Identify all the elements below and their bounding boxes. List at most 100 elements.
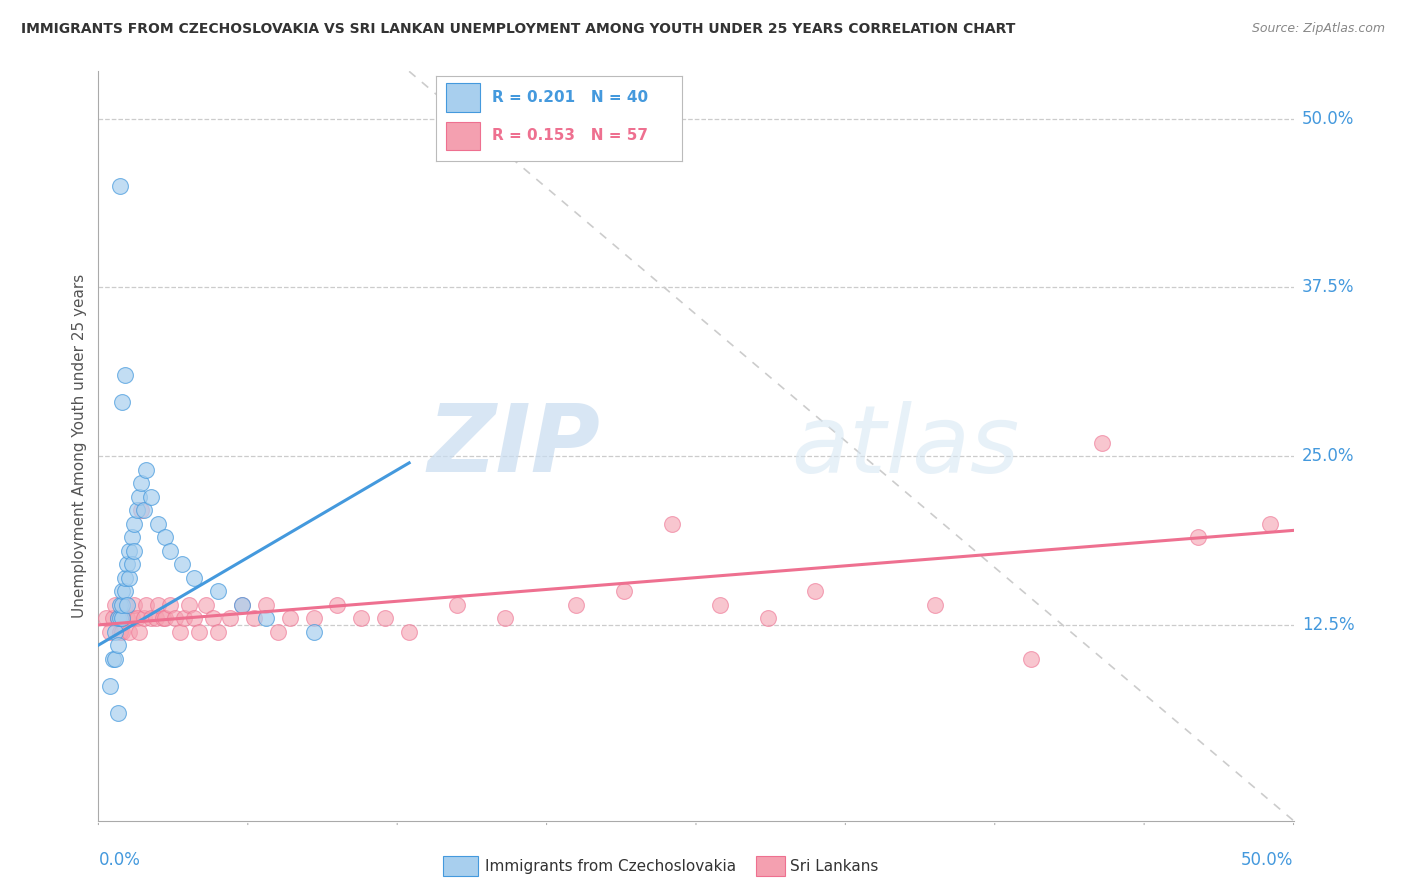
Point	[104, 598, 127, 612]
Point	[173, 611, 195, 625]
Point	[207, 584, 229, 599]
Point	[148, 516, 170, 531]
Point	[107, 611, 129, 625]
Point	[111, 611, 134, 625]
Point	[183, 571, 205, 585]
Point	[111, 395, 134, 409]
Text: Sri Lankans: Sri Lankans	[790, 859, 879, 873]
Point	[108, 179, 131, 194]
Point	[398, 624, 420, 639]
Point	[1187, 530, 1209, 544]
Point	[128, 624, 150, 639]
Point	[131, 476, 153, 491]
Point	[756, 611, 779, 625]
Point	[155, 611, 177, 625]
Point	[111, 584, 134, 599]
Point	[107, 638, 129, 652]
Point	[159, 598, 181, 612]
Point	[121, 530, 143, 544]
Point	[114, 584, 136, 599]
Point	[94, 611, 117, 625]
Point	[709, 598, 731, 612]
Point	[139, 490, 162, 504]
Y-axis label: Unemployment Among Youth under 25 years: Unemployment Among Youth under 25 years	[72, 274, 87, 618]
Point	[124, 516, 146, 531]
Point	[195, 598, 218, 612]
Point	[125, 503, 148, 517]
Text: atlas: atlas	[792, 401, 1019, 491]
Point	[1019, 651, 1042, 665]
Point	[446, 598, 468, 612]
Point	[125, 611, 148, 625]
Point	[172, 557, 194, 571]
Point	[159, 543, 181, 558]
Point	[98, 624, 122, 639]
Point	[924, 598, 946, 612]
Text: 50.0%: 50.0%	[1241, 851, 1294, 869]
Point	[115, 557, 138, 571]
Point	[207, 624, 229, 639]
Point	[115, 611, 138, 625]
Text: R = 0.153   N = 57: R = 0.153 N = 57	[492, 128, 648, 144]
Text: 50.0%: 50.0%	[1302, 110, 1354, 128]
Point	[183, 611, 205, 625]
Point	[231, 598, 253, 612]
Point	[107, 706, 129, 720]
Point	[114, 368, 136, 383]
Text: 12.5%: 12.5%	[1302, 615, 1354, 634]
Point	[115, 598, 138, 612]
Point	[152, 611, 174, 625]
Point	[231, 598, 253, 612]
Point	[179, 598, 201, 612]
Point	[254, 598, 277, 612]
Point	[804, 584, 827, 599]
Point	[1091, 435, 1114, 450]
Text: IMMIGRANTS FROM CZECHOSLOVAKIA VS SRI LANKAN UNEMPLOYMENT AMONG YOUTH UNDER 25 Y: IMMIGRANTS FROM CZECHOSLOVAKIA VS SRI LA…	[21, 22, 1015, 37]
Point	[132, 503, 155, 517]
Point	[101, 611, 124, 625]
Point	[145, 611, 167, 625]
Text: Immigrants from Czechoslovakia: Immigrants from Czechoslovakia	[485, 859, 737, 873]
Bar	[446, 121, 481, 151]
Point	[219, 611, 242, 625]
Point	[187, 624, 209, 639]
Point	[107, 611, 129, 625]
Point	[108, 624, 131, 639]
Point	[101, 651, 124, 665]
Point	[108, 611, 131, 625]
Point	[169, 624, 191, 639]
Point	[302, 611, 325, 625]
Point	[124, 598, 146, 612]
Point	[114, 598, 136, 612]
Point	[128, 490, 150, 504]
Text: 0.0%: 0.0%	[98, 851, 141, 869]
Point	[278, 611, 301, 625]
Text: 37.5%: 37.5%	[1302, 278, 1354, 296]
Text: Source: ZipAtlas.com: Source: ZipAtlas.com	[1251, 22, 1385, 36]
Point	[108, 598, 131, 612]
Point	[243, 611, 266, 625]
Point	[104, 651, 127, 665]
Point	[565, 598, 588, 612]
Point	[121, 557, 143, 571]
Point	[254, 611, 277, 625]
Point	[124, 543, 146, 558]
Point	[163, 611, 186, 625]
Text: 25.0%: 25.0%	[1302, 447, 1354, 465]
Point	[267, 624, 290, 639]
Point	[374, 611, 396, 625]
Point	[139, 611, 162, 625]
Point	[132, 611, 155, 625]
Point	[202, 611, 225, 625]
Point	[302, 624, 325, 639]
Point	[135, 598, 157, 612]
Point	[613, 584, 636, 599]
Point	[155, 530, 177, 544]
Point	[135, 462, 157, 476]
Point	[114, 571, 136, 585]
Point	[118, 543, 141, 558]
Point	[494, 611, 516, 625]
Point	[111, 598, 134, 612]
Point	[350, 611, 373, 625]
Point	[111, 611, 134, 625]
